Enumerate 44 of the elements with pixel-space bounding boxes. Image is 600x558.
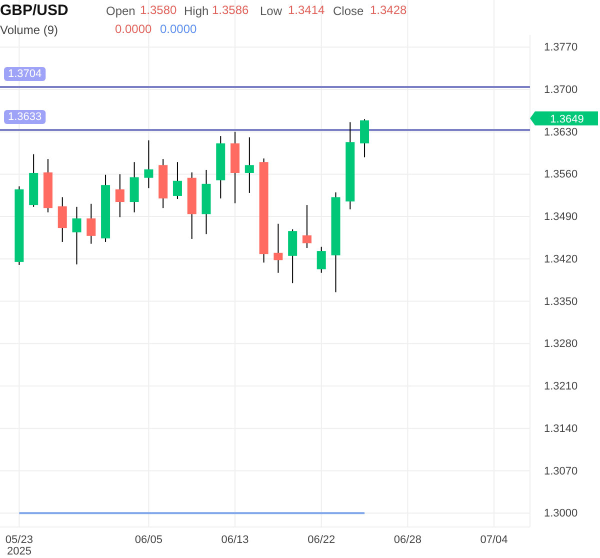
candlestick xyxy=(72,206,82,265)
text: Close xyxy=(333,4,364,18)
x-tick-label: 06/22 xyxy=(308,534,336,546)
candlestick xyxy=(86,203,96,244)
annotation: Volume (9) xyxy=(0,23,58,37)
y-tick-label: 1.3490 xyxy=(544,211,578,224)
text: Open xyxy=(106,4,136,18)
candlestick xyxy=(144,140,154,189)
annotation: 0.0000 xyxy=(115,22,152,36)
y-tick-label: 1.3140 xyxy=(544,422,578,435)
y-tick-label: 1.3350 xyxy=(544,296,578,308)
y-tick-label: 1.3700 xyxy=(544,84,578,96)
annotation: 0.0000 xyxy=(160,22,198,36)
ref-line-label: 1.3704 xyxy=(8,68,42,80)
text: High xyxy=(184,4,209,18)
text: 1.3649 xyxy=(550,113,584,126)
y-tick-label: 1.3630 xyxy=(544,126,578,138)
text: 1.3586 xyxy=(212,3,250,17)
y-tick-label: 1.3210 xyxy=(544,380,578,393)
ref-line-label: 1.3633 xyxy=(8,111,42,124)
x-tick-label: 06/28 xyxy=(394,534,422,546)
candlestick xyxy=(58,196,67,242)
x-tick-label: 05/23 2025 xyxy=(5,534,33,558)
candlestick xyxy=(360,118,370,158)
text: 1.3414 xyxy=(288,3,326,17)
y-tick-label: 1.3000 xyxy=(544,508,578,520)
chart-title: GBP/USD xyxy=(0,2,69,19)
candlestick xyxy=(115,174,124,218)
text: 1.3580 xyxy=(140,3,178,17)
y-tick-label: 1.3770 xyxy=(544,42,578,54)
y-tick-label: 1.3560 xyxy=(544,168,578,181)
text: 1.3428 xyxy=(370,3,408,17)
text: Low xyxy=(260,4,282,18)
x-tick-label: 06/05 xyxy=(134,534,162,546)
y-tick-label: 1.3070 xyxy=(544,465,578,478)
candlestick xyxy=(316,246,326,274)
candlestick xyxy=(274,223,283,274)
x-tick-label: 07/04 xyxy=(480,534,508,546)
candlestick xyxy=(244,136,254,194)
x-tick-label: 06/13 xyxy=(221,534,249,546)
y-tick-label: 1.3280 xyxy=(544,338,578,350)
candlestick xyxy=(302,204,312,249)
y-tick-label: 1.3420 xyxy=(544,253,578,266)
candlestick xyxy=(172,162,182,200)
